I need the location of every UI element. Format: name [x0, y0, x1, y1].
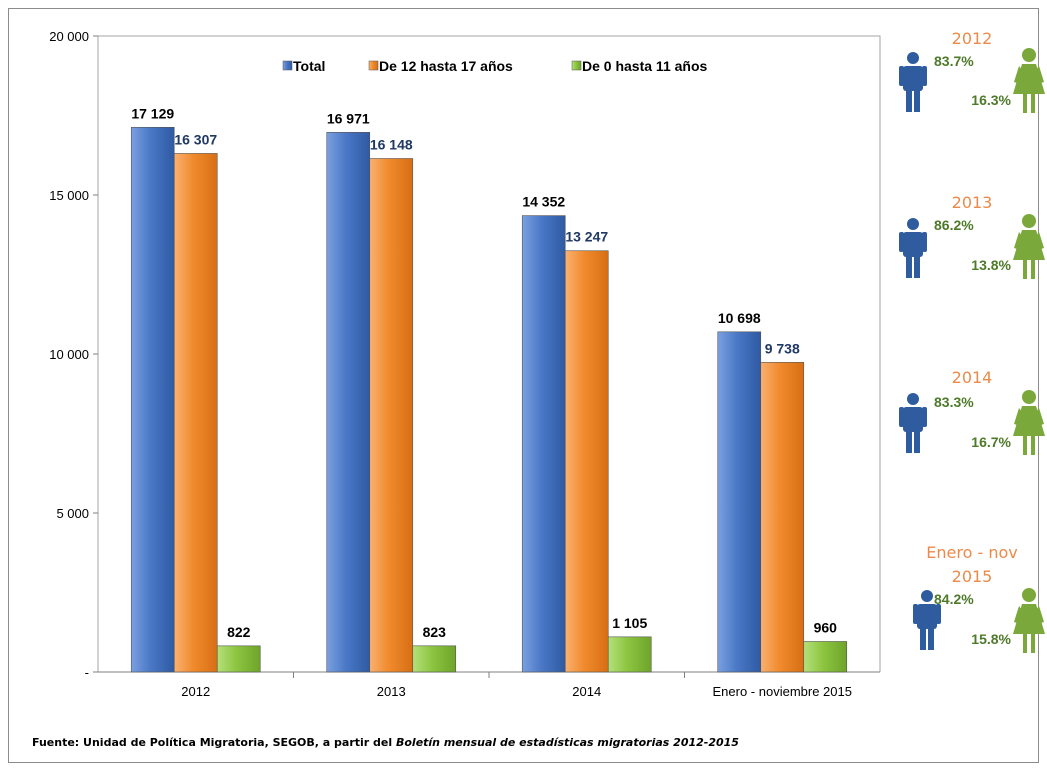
gender-panel: 2012 83.7% 16.3%: [899, 29, 1045, 113]
data-label: 16 307: [174, 131, 217, 147]
male-icon: [913, 590, 941, 650]
gender-panels: 2012 83.7% 16.3% 2013 86.2% 13.8% 2014 83.3% 16.…: [899, 29, 1045, 653]
gender-panel: 2013 86.2% 13.8%: [899, 193, 1045, 279]
source-note: Fuente: Unidad de Política Migratoria, S…: [32, 736, 739, 749]
gender-panel-year: 2013: [952, 193, 993, 212]
gender-panel: Enero - nov 2015 84.2% 15.8%: [913, 543, 1045, 653]
legend: Total De 12 hasta 17 años De 0 hasta 11 añ…: [282, 58, 708, 74]
bar-total: [521, 215, 566, 673]
data-label: 1 105: [612, 615, 647, 631]
male-icon: [899, 218, 927, 278]
male-percent: 83.3%: [934, 394, 974, 410]
source-prefix: Fuente: Unidad de Política Migratoria, S…: [32, 736, 396, 749]
female-percent: 16.3%: [971, 92, 1011, 108]
y-tick-label: 20 000: [49, 29, 89, 44]
female-icon: [1013, 214, 1045, 279]
gender-panel-year: 2014: [952, 368, 993, 387]
bar-de-0-hasta-11-a-os: [607, 636, 652, 673]
data-label: 10 698: [718, 310, 761, 326]
x-tick-label: 2014: [572, 684, 601, 699]
data-label: 960: [814, 619, 838, 635]
x-tick-label: 2013: [377, 684, 406, 699]
data-label: 14 352: [522, 194, 565, 210]
legend-label: De 12 hasta 17 años: [379, 58, 513, 74]
gender-panel-year: Enero - nov: [926, 543, 1017, 562]
y-tick-label: 15 000: [49, 188, 89, 203]
female-icon: [1013, 390, 1045, 455]
bar-de-0-hasta-11-a-os: [803, 641, 848, 673]
male-percent: 84.2%: [934, 591, 974, 607]
data-label: 17 129: [131, 105, 174, 121]
x-tick-label: 2012: [181, 684, 210, 699]
bar-de-0-hasta-11-a-os: [412, 645, 457, 673]
bar-de-12-hasta-17-a-os: [760, 362, 805, 673]
female-percent: 15.8%: [971, 631, 1011, 647]
data-label: 16 148: [370, 136, 413, 152]
legend-label: De 0 hasta 11 años: [582, 58, 708, 74]
source-italic: Boletín mensual de estadísticas migrator…: [395, 736, 739, 749]
male-percent: 86.2%: [934, 217, 974, 233]
data-label: 16 971: [327, 110, 370, 126]
bar-total: [130, 126, 175, 673]
female-icon: [1013, 588, 1045, 653]
bar-de-12-hasta-17-a-os: [173, 153, 218, 673]
bar-total: [326, 132, 371, 673]
y-tick-label: -: [85, 665, 89, 680]
x-tick-label: Enero - noviembre 2015: [713, 684, 852, 699]
male-percent: 83.7%: [934, 53, 974, 69]
bar-total: [717, 331, 762, 673]
data-label: 823: [423, 624, 447, 640]
male-icon: [899, 52, 927, 112]
bar-de-12-hasta-17-a-os: [369, 158, 414, 673]
legend-label: Total: [293, 58, 325, 74]
legend-swatch: [368, 60, 379, 71]
data-label: 13 247: [565, 229, 608, 245]
data-label: 9 738: [765, 340, 800, 356]
male-icon: [899, 393, 927, 453]
female-percent: 13.8%: [971, 257, 1011, 273]
gender-panel: 2014 83.3% 16.7%: [899, 368, 1045, 455]
y-tick-label: 5 000: [56, 506, 89, 521]
legend-swatch: [282, 60, 293, 71]
female-percent: 16.7%: [971, 434, 1011, 450]
gender-panel-year: 2012: [952, 29, 993, 48]
y-tick-label: 10 000: [49, 347, 89, 362]
bar-de-0-hasta-11-a-os: [216, 645, 261, 673]
bar-de-12-hasta-17-a-os: [564, 250, 609, 673]
gender-panel-year: 2015: [952, 567, 993, 586]
legend-swatch: [571, 60, 582, 71]
female-icon: [1013, 48, 1045, 113]
data-label: 822: [227, 624, 251, 640]
